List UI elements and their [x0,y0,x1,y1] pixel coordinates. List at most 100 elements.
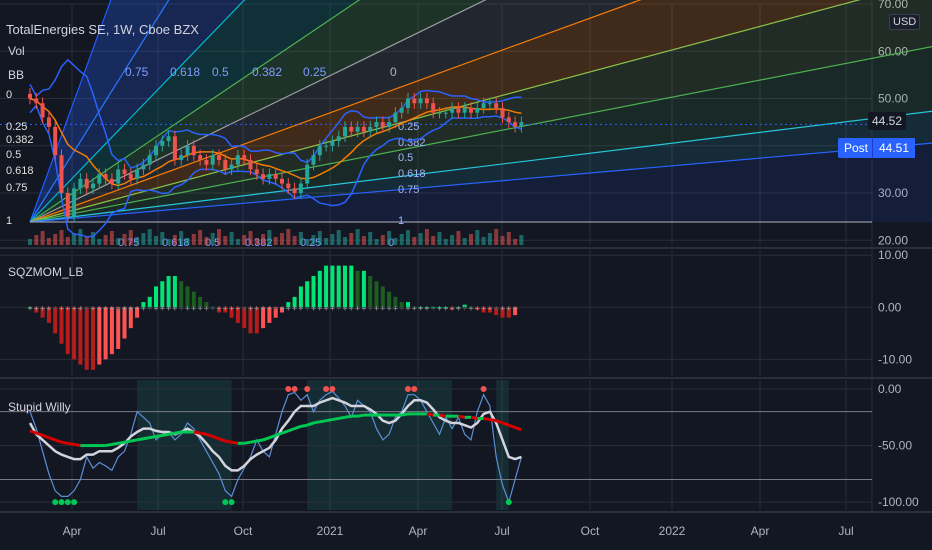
squeeze-cross: + [78,303,83,313]
squeeze-indicator-label[interactable]: SQZMOM_LB [8,265,84,279]
squeeze-bar [393,296,398,308]
candle-body [254,169,259,175]
volume-bar [462,238,467,245]
candle-body [59,155,64,194]
candle-body [116,169,121,184]
candle-body [469,107,473,113]
squeeze-cross: + [443,303,448,313]
squeeze-cross: + [380,303,385,313]
volume-bar [487,233,492,245]
candle-body [317,145,322,156]
squeeze-cross: + [128,303,133,313]
squeeze-bar [431,307,436,309]
squeeze-cross: + [336,303,341,313]
squeeze-bar [487,307,492,313]
squeeze-cross: + [286,303,291,313]
willy-trend-segment [275,431,283,437]
squeeze-cross: + [267,303,272,313]
squeeze-bar [72,307,77,360]
candle-body [343,126,347,137]
price-tick-label: 70.00 [878,0,908,11]
squeeze-bar [91,307,95,370]
volume-bar [172,235,177,245]
squeeze-bar [374,281,379,308]
squeeze-bar [185,286,190,308]
squeeze-cross: + [393,303,398,313]
volume-bar [393,238,398,245]
squeeze-bar [248,307,253,334]
squeeze-bar [166,276,171,308]
volume-bar [437,232,442,245]
candle-body [487,103,492,105]
squeeze-cross: + [323,303,328,313]
squeeze-bar [292,296,297,308]
candle-body [361,126,366,132]
volume-bar [286,229,291,245]
x-tick-label: Jul [494,524,509,538]
candle-body [374,122,379,127]
volume-bar [399,234,404,245]
currency-button[interactable]: USD [889,14,921,30]
squeeze-cross: + [191,303,196,313]
willy-trend-segment [218,437,226,443]
overbought-marker [405,386,411,393]
fib-left-label: 0.5 [6,149,21,161]
gann-fan-line [29,0,170,223]
willy-trend-segment [439,413,447,418]
willy-shaded-zone [307,380,453,510]
squeeze-cross: + [481,303,486,313]
squeeze-cross: + [97,303,102,313]
squeeze-cross: + [179,303,184,313]
squeeze-bar [355,270,360,308]
willy-tick-label: -100.00 [878,495,919,509]
stupid-willy-label[interactable]: Stupid Willy [8,400,71,414]
squeeze-bar [450,307,455,310]
volume-bar [519,235,524,245]
willy-trend-segment [325,418,333,423]
squeeze-cross: + [27,303,32,313]
gann-fan-line [29,142,932,223]
volume-bar [248,231,253,245]
volume-bar [280,233,284,245]
oversold-marker [58,499,65,506]
post-label: Post [838,138,875,158]
willy-trend-segment [61,440,69,445]
willy-signal-line [28,396,522,472]
candle-body [34,98,39,104]
squeeze-cross: + [361,303,366,313]
willy-trend-segment [306,421,315,427]
squeeze-cross: + [437,303,442,313]
squeeze-cross: + [172,303,177,313]
candle-body [286,183,291,189]
volume-bar [103,235,108,245]
candle-body [355,126,360,132]
volume-label[interactable]: Vol [8,44,25,58]
squeeze-cross: + [185,303,190,313]
willy-trend-segment [117,440,125,445]
squeeze-bar [280,307,284,313]
volume-bar [267,230,272,245]
squeeze-bar [267,307,272,323]
volume-bar [235,239,240,245]
squeeze-bar [59,307,64,344]
willy-trend-segment [338,415,346,420]
fib-left-label: 0.618 [6,165,34,177]
squeeze-bar [437,307,442,309]
volume-bar [34,235,39,245]
candle-body [330,141,335,146]
candle-body [380,122,385,127]
squeeze-bar [204,302,209,308]
squeeze-bar [506,307,511,318]
volume-bar [97,239,102,245]
bollinger-label[interactable]: BB [8,68,25,82]
candle-body [65,193,70,217]
price-tick-label: 20.00 [878,233,908,247]
squeeze-cross: + [53,303,58,313]
fib-mid-label: 1 [398,215,404,227]
candle-body [84,178,89,189]
squeeze-bar [28,307,32,309]
squeeze-bar [116,307,121,349]
willy-trend-segment [73,442,81,448]
candle-body [475,107,480,113]
candle-body [324,145,329,147]
